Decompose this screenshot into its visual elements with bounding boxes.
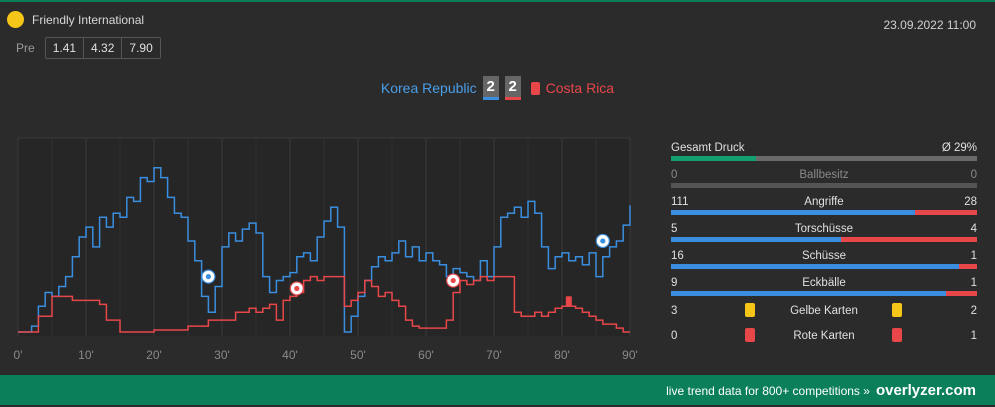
stat-bar-away	[959, 264, 977, 269]
red-card-icon	[530, 81, 540, 95]
top-accent-line	[0, 0, 995, 2]
stat-bar-home	[671, 264, 959, 269]
pressure-bar-fill	[671, 156, 756, 161]
stat-row-ballbesitz: 0 Ballbesitz 0	[671, 167, 977, 194]
yellow-card-icon	[892, 303, 902, 317]
pressure-value: Ø 29%	[941, 142, 977, 154]
x-tick-label: 50'	[350, 348, 366, 362]
pre-label: Pre	[16, 41, 35, 55]
competition-header: Friendly International	[7, 11, 144, 28]
x-tick-label: 10'	[78, 348, 94, 362]
x-tick-label: 0'	[14, 348, 23, 362]
stat-home-value: 111	[671, 196, 689, 208]
pressure-row: Gesamt Druck Ø 29%	[671, 140, 977, 167]
pressure-bar	[671, 156, 977, 161]
stat-bar-away	[841, 237, 977, 242]
stat-bar-home	[671, 210, 916, 215]
stat-label: Schüsse	[801, 250, 847, 262]
stats-panel: Gesamt Druck Ø 29% 0 Ballbesitz 0 111 Angrif…	[671, 140, 977, 352]
stat-label: Eckbälle	[802, 277, 846, 289]
match-datetime: 23.09.2022 11:00	[883, 18, 976, 32]
stat-bar	[671, 291, 977, 296]
goal-ball-patch	[205, 274, 211, 280]
stat-bar-away	[946, 291, 977, 296]
stat-row-angriffe: 111 Angriffe 28	[671, 194, 977, 221]
stat-home-value: 5	[671, 223, 678, 235]
chart-x-ticks: 0' 10' 20' 30' 40' 50' 60' 70' 80' 90'	[14, 348, 638, 362]
stat-row-torschüsse: 5 Torschüsse 4	[671, 221, 977, 248]
footer-banner[interactable]: live trend data for 800+ competitions » …	[0, 375, 995, 405]
stat-bar-away	[915, 210, 977, 215]
card-label: Gelbe Karten	[790, 305, 858, 317]
stat-bar-home	[671, 291, 947, 296]
card-away-value: 2	[970, 305, 977, 317]
card-away-value: 1	[970, 330, 977, 342]
card-row-1: 0 Rote Karten 1	[671, 327, 977, 352]
odds-home[interactable]: 1.41	[46, 38, 85, 58]
stat-label: Torschüsse	[794, 223, 854, 235]
x-tick-label: 70'	[486, 348, 502, 362]
home-team-name[interactable]: Korea Republic	[380, 80, 477, 96]
chart-series	[18, 166, 631, 333]
card-home-value: 3	[671, 305, 678, 317]
red-card-icon	[565, 296, 572, 307]
stat-away-value: 0	[970, 169, 977, 181]
stat-row-schüsse: 16 Schüsse 1	[671, 248, 977, 275]
away-score: 2	[504, 76, 521, 100]
pressure-label: Gesamt Druck	[671, 142, 745, 154]
goal-ball-patch	[450, 277, 456, 284]
x-tick-label: 20'	[146, 348, 162, 362]
home-score: 2	[482, 76, 499, 100]
yellow-card-icon	[745, 303, 755, 317]
series-line-costa-rica	[18, 275, 630, 333]
stat-bar	[671, 237, 977, 242]
red-card-icon	[745, 328, 755, 342]
stat-home-value: 0	[671, 169, 678, 181]
stat-away-value: 1	[970, 277, 977, 289]
competition-dot-icon	[7, 11, 24, 28]
x-tick-label: 60'	[418, 348, 434, 362]
stat-away-value: 28	[964, 196, 977, 208]
stat-bar	[671, 264, 977, 269]
x-tick-label: 90'	[622, 348, 638, 362]
card-home-value: 0	[671, 330, 678, 342]
card-label: Rote Karten	[793, 330, 855, 342]
stat-away-value: 1	[970, 250, 977, 262]
scoreline: Korea Republic 2 2 Costa Rica	[0, 76, 995, 100]
chart-events	[201, 233, 610, 307]
card-row-0: 3 Gelbe Karten 2	[671, 302, 977, 327]
series-line-korea-republic	[18, 166, 631, 333]
away-team-name[interactable]: Costa Rica	[545, 80, 615, 96]
stat-bar-home	[671, 237, 841, 242]
red-card-icon	[892, 328, 902, 342]
stat-away-value: 4	[970, 223, 977, 235]
goal-ball-patch	[600, 238, 606, 244]
x-tick-label: 30'	[214, 348, 230, 362]
odds-draw[interactable]: 4.32	[84, 38, 123, 58]
pre-odds: Pre 1.41 4.32 7.90	[16, 37, 161, 59]
x-tick-label: 40'	[282, 348, 298, 362]
goal-ball-patch	[294, 285, 300, 292]
footer-brand[interactable]: overlyzer.com	[875, 382, 976, 399]
stat-bar	[671, 210, 977, 215]
odds-box: 1.41 4.32 7.90	[44, 37, 161, 59]
stat-label: Angriffe	[804, 196, 844, 208]
footer-text: live trend data for 800+ competitions »	[666, 384, 870, 398]
pressure-trend-chart: 0' 10' 20' 30' 40' 50' 60' 70' 80' 90'	[14, 137, 638, 362]
stat-label: Ballbesitz	[799, 169, 849, 181]
stat-home-value: 16	[671, 250, 684, 262]
odds-away[interactable]: 7.90	[129, 41, 153, 55]
stat-home-value: 9	[671, 277, 678, 289]
competition-name: Friendly International	[32, 12, 145, 27]
x-tick-label: 80'	[554, 348, 570, 362]
stat-bar	[671, 183, 977, 188]
stat-row-eckbälle: 9 Eckbälle 1	[671, 275, 977, 302]
